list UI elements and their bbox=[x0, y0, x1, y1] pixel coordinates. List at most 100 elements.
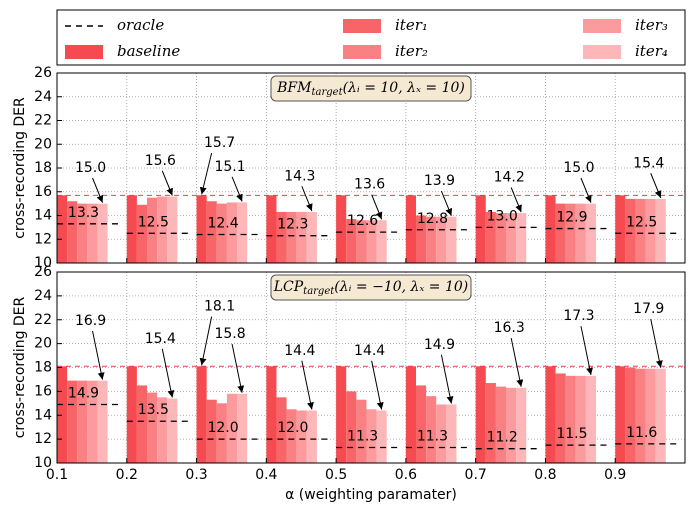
oracle-label: 11.3 bbox=[417, 428, 448, 444]
y-tick-label: 20 bbox=[34, 336, 52, 352]
bar bbox=[436, 404, 447, 463]
bar bbox=[206, 201, 217, 263]
y-tick-label: 26 bbox=[34, 264, 52, 280]
annotation-label: 15.0 bbox=[75, 160, 106, 176]
annotation-arrow bbox=[650, 318, 663, 368]
bar bbox=[475, 366, 486, 463]
title-subscript: target bbox=[303, 286, 335, 297]
bar bbox=[555, 203, 566, 263]
y-tick-label: 10 bbox=[34, 455, 52, 471]
bar bbox=[416, 385, 427, 463]
bar bbox=[296, 410, 307, 463]
title-subscript: target bbox=[311, 87, 343, 98]
bar bbox=[645, 368, 656, 463]
bar bbox=[475, 195, 486, 263]
panel-title: BFMtarget(λᵢ = 10, λₓ = 10) bbox=[276, 80, 465, 98]
annotation-arrow bbox=[371, 194, 383, 220]
annotation-arrow bbox=[440, 190, 453, 216]
oracle-label: 11.2 bbox=[487, 430, 518, 446]
x-tick-label: 0.6 bbox=[395, 467, 417, 483]
y-tick-label: 18 bbox=[34, 160, 52, 176]
annotation-label: 15.1 bbox=[214, 159, 245, 175]
annotation-arrow bbox=[580, 177, 592, 203]
legend-swatch bbox=[343, 45, 381, 59]
y-tick-label: 24 bbox=[34, 89, 52, 105]
oracle-label: 12.3 bbox=[277, 217, 308, 233]
annotation-arrow bbox=[371, 360, 384, 410]
plot-area bbox=[57, 272, 685, 463]
bar bbox=[286, 409, 297, 463]
bar bbox=[67, 380, 78, 463]
y-axis-label: cross-recording DER bbox=[12, 97, 28, 239]
bar bbox=[126, 195, 137, 263]
bar bbox=[446, 216, 457, 263]
bar bbox=[77, 203, 88, 263]
x-tick-label: 0.7 bbox=[465, 467, 487, 483]
annotation-label: 17.9 bbox=[633, 301, 664, 317]
annotation-label: 14.4 bbox=[354, 343, 385, 359]
oracle-label: 11.3 bbox=[347, 428, 378, 444]
annotation-arrow bbox=[231, 176, 243, 202]
oracle-label: 12.4 bbox=[207, 216, 238, 232]
title-params: (λᵢ = −10, λₓ = 10) bbox=[334, 279, 468, 295]
legend-label: iter₁ bbox=[395, 16, 428, 34]
bar bbox=[276, 397, 287, 463]
title-main: LCP bbox=[273, 279, 304, 295]
bar bbox=[426, 396, 437, 463]
bar bbox=[346, 219, 357, 263]
bar bbox=[226, 393, 238, 463]
bar bbox=[97, 203, 108, 263]
y-tick-label: 16 bbox=[34, 383, 52, 399]
bar bbox=[97, 380, 108, 463]
bar bbox=[226, 202, 238, 263]
bar bbox=[336, 195, 347, 263]
legend-label: iter₄ bbox=[635, 42, 668, 60]
bar bbox=[87, 203, 98, 263]
bar bbox=[157, 397, 168, 463]
x-tick-label: 0.5 bbox=[325, 467, 347, 483]
oracle-label: 13.5 bbox=[138, 402, 169, 418]
annotation-arrow bbox=[440, 354, 454, 404]
bar bbox=[635, 368, 646, 463]
bar bbox=[555, 373, 566, 463]
annotation-arrow bbox=[301, 186, 313, 212]
annotation-label: 14.4 bbox=[284, 343, 315, 359]
bar bbox=[516, 387, 527, 463]
x-tick-label: 0.9 bbox=[604, 467, 626, 483]
plot-area bbox=[57, 73, 685, 263]
annotation-label: 15.8 bbox=[214, 326, 245, 342]
y-tick-label: 12 bbox=[34, 231, 52, 247]
bar bbox=[645, 198, 656, 263]
bar bbox=[495, 386, 507, 463]
bar bbox=[495, 213, 507, 263]
annotation-label: 15.4 bbox=[145, 331, 176, 347]
bar bbox=[216, 203, 227, 263]
bar bbox=[615, 195, 626, 263]
bar bbox=[506, 213, 517, 263]
bar bbox=[167, 398, 178, 463]
oracle-label: 13.0 bbox=[487, 208, 518, 224]
oracle-label: 13.3 bbox=[68, 205, 99, 221]
y-tick-label: 22 bbox=[34, 312, 52, 328]
annotation-label: 13.6 bbox=[354, 177, 385, 193]
oracle-label: 11.6 bbox=[626, 425, 657, 441]
bar bbox=[366, 220, 377, 263]
annotation-arrow bbox=[92, 330, 105, 380]
annotation-arrow bbox=[650, 173, 662, 199]
title-box bbox=[270, 274, 472, 301]
legend-swatch bbox=[583, 19, 621, 33]
oracle-label: 11.5 bbox=[556, 426, 587, 442]
y-tick-label: 16 bbox=[34, 184, 52, 200]
annotation-label: 16.9 bbox=[75, 313, 106, 329]
bar bbox=[575, 203, 586, 263]
annotation-arrow bbox=[199, 316, 213, 366]
bar bbox=[516, 213, 527, 263]
panel-title: LCPtarget(λᵢ = −10, λₓ = 10) bbox=[273, 279, 469, 297]
bar bbox=[346, 391, 357, 463]
y-tick-label: 22 bbox=[34, 113, 52, 129]
bar bbox=[655, 198, 666, 263]
bar bbox=[306, 410, 317, 463]
x-tick-label: 0.3 bbox=[185, 467, 207, 483]
y-tick-label: 24 bbox=[34, 288, 52, 304]
